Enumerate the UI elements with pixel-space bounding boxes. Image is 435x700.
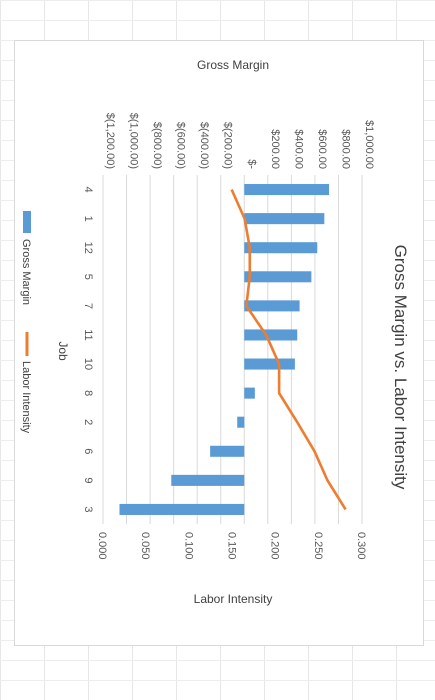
bar-gross-margin — [119, 503, 245, 515]
chart-gridlines — [102, 175, 363, 524]
bar-gross-margin — [244, 242, 318, 254]
bar-gross-margin — [244, 271, 312, 283]
chart-svg: $(1,200.00) $(1,000.00) $(800.00) $(600.00)… — [20, 58, 410, 606]
bar-gross-margin — [244, 213, 325, 225]
category-tick-label: 9 — [82, 477, 94, 483]
chart-title: Gross Margin vs. Labor Intensity — [391, 245, 410, 490]
right-axis-title: Labor Intensity — [194, 592, 273, 606]
right-axis-tick-label: 0.000 — [96, 532, 108, 560]
right-axis-tick-label: 0.250 — [312, 532, 324, 560]
x-axis-title: Job — [56, 341, 70, 361]
left-axis-tick-label: $(400.00) — [198, 122, 210, 169]
bar-gross-margin — [244, 329, 298, 341]
left-axis-tick-label: $1,000.00 — [363, 120, 375, 169]
category-tick-label: 7 — [82, 303, 94, 309]
gross-margin-bars — [119, 184, 330, 515]
left-axis-tick-label: $600.00 — [316, 129, 328, 169]
right-axis-tick-label: 0.100 — [182, 532, 194, 560]
right-axis-tick-label: 0.200 — [269, 532, 281, 560]
category-tick-label: 4 — [82, 186, 94, 192]
category-tick-label: 1 — [82, 216, 94, 222]
chart-area[interactable]: $(1,200.00) $(1,000.00) $(800.00) $(600.00)… — [14, 40, 424, 646]
left-axis-tick-label: $400.00 — [292, 129, 304, 169]
bar-gross-margin — [210, 445, 245, 457]
left-axis-tick-label: $(800.00) — [151, 122, 163, 169]
left-axis-tick-label: $800.00 — [339, 129, 351, 169]
left-axis-tick-label: $(1,000.00) — [128, 113, 140, 169]
legend-label-labor-intensity: Labor Intensity — [20, 361, 32, 434]
line-labor-intensity — [230, 189, 347, 511]
bar-gross-margin — [244, 300, 300, 312]
left-axis-title: Gross Margin — [197, 58, 269, 72]
category-tick-label: 6 — [82, 448, 94, 454]
category-tick-label: 10 — [82, 358, 94, 370]
bar-gross-margin — [237, 416, 245, 428]
axis-ticks: $(1,200.00) $(1,000.00) $(800.00) $(600.00)… — [82, 113, 375, 560]
left-axis-tick-label: $200.00 — [269, 129, 281, 169]
right-axis-tick-label: 0.300 — [355, 532, 367, 560]
category-tick-label: 5 — [82, 274, 94, 280]
bar-gross-margin — [244, 184, 330, 196]
left-axis-tick-label: $(200.00) — [222, 122, 234, 169]
category-tick-label: 8 — [82, 390, 94, 396]
left-axis-tick-label: $(1,200.00) — [104, 113, 116, 169]
legend-swatch-gross-margin — [23, 211, 31, 233]
category-tick-label: 11 — [82, 329, 94, 340]
category-tick-label: 3 — [82, 506, 94, 512]
left-axis-tick-label: $(600.00) — [175, 122, 187, 169]
left-axis-tick-label: $- — [245, 159, 257, 169]
labor-intensity-line — [230, 189, 347, 511]
right-axis-tick-label: 0.050 — [139, 532, 151, 560]
legend: Gross Margin Labor Intensity — [20, 211, 32, 434]
category-tick-label: 2 — [82, 419, 94, 425]
category-tick-label: 12 — [82, 242, 94, 254]
right-axis-tick-label: 0.150 — [226, 532, 238, 560]
legend-label-gross-margin: Gross Margin — [20, 239, 32, 305]
bar-gross-margin — [244, 358, 295, 370]
bar-gross-margin — [244, 387, 255, 399]
bar-gross-margin — [171, 474, 245, 486]
